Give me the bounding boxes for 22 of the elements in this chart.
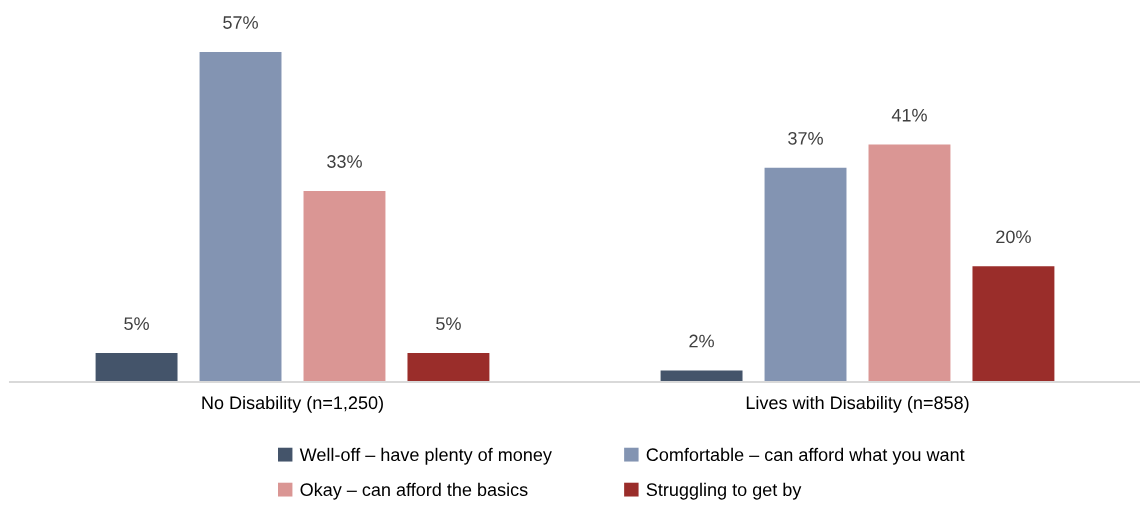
bar bbox=[303, 190, 386, 382]
legend-label: Okay – can afford the basics bbox=[300, 482, 528, 500]
bar bbox=[660, 370, 743, 382]
bar bbox=[868, 144, 951, 382]
x-tick-label: Lives with Disability (n=858) bbox=[746, 395, 969, 413]
data-label: 41% bbox=[891, 108, 927, 122]
bar bbox=[972, 266, 1055, 382]
legend-label: Well-off – have plenty of money bbox=[299, 447, 552, 465]
bar bbox=[95, 353, 178, 382]
data-label: 5% bbox=[436, 317, 461, 331]
x-tick-label: No Disability (n=1,250) bbox=[202, 395, 383, 413]
data-label: 2% bbox=[689, 334, 714, 348]
data-label: 37% bbox=[788, 131, 823, 145]
bar bbox=[407, 353, 490, 382]
data-label: 33% bbox=[327, 155, 362, 168]
bar bbox=[199, 51, 282, 382]
legend-label: Comfortable – can afford what you want bbox=[646, 447, 965, 465]
data-label: 5% bbox=[124, 317, 149, 331]
data-label: 57% bbox=[223, 16, 258, 29]
bar bbox=[764, 167, 847, 382]
data-label: 20% bbox=[996, 230, 1031, 244]
legend-label: Struggling to get by bbox=[646, 482, 802, 500]
